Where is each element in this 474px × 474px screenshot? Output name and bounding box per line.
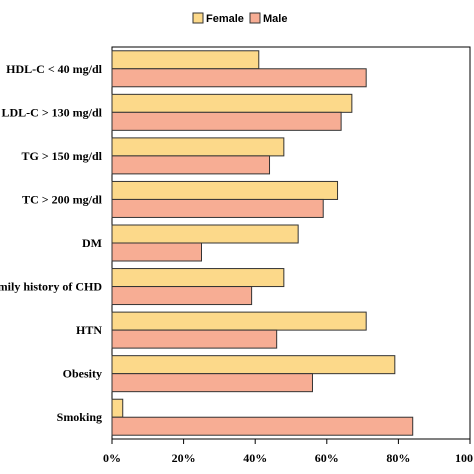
legend-swatch-male (249, 12, 261, 24)
bar-female-family-history-of-chd (111, 268, 285, 288)
x-tick-label-40-percent: 40% (243, 451, 267, 465)
x-tick-label-0-percent: 0% (103, 451, 121, 465)
x-tick-label-20-percent: 20% (172, 451, 196, 465)
bars-group (111, 50, 414, 436)
category-label-ldl-c-130-mg-dl: LDL-C > 130 mg/dl (1, 105, 102, 119)
bar-female-hdl-c-40-mg-dl (111, 50, 260, 70)
bar-female-htn (111, 311, 367, 331)
bar-female-dm (111, 224, 299, 244)
bar-male-hdl-c-40-mg-dl (111, 68, 367, 88)
bar-female-ldl-c-130-mg-dl (111, 93, 353, 113)
category-label-htn: HTN (76, 323, 102, 337)
bar-male-smoking (111, 416, 414, 436)
bar-male-htn (111, 329, 278, 349)
bar-female-obesity (111, 355, 396, 375)
category-labels: HDL-C < 40 mg/dl LDL-C > 130 mg/dl TG > 15… (0, 62, 103, 424)
bar-male-dm (111, 242, 202, 262)
legend: Female Male (192, 12, 287, 25)
legend-label-male: Male (263, 13, 287, 25)
category-label-smoking: Smoking (57, 410, 102, 424)
x-tick-label-100-percent: 100% (455, 451, 474, 465)
bar-male-family-history-of-chd (111, 286, 253, 306)
bar-female-tc-200-mg-dl (111, 180, 339, 200)
x-tick-label-60-percent: 60% (315, 451, 339, 465)
bar-male-obesity (111, 373, 313, 393)
bar-female-tg-150-mg-dl (111, 137, 285, 157)
category-label-tc-200-mg-dl: TC > 200 mg/dl (22, 192, 103, 206)
bar-male-tc-200-mg-dl (111, 198, 324, 218)
category-label-obesity: Obesity (63, 367, 102, 381)
category-label-family-history-of-chd: Family history of CHD (0, 280, 102, 294)
bar-female-smoking (111, 398, 124, 418)
legend-swatch-female (192, 12, 204, 24)
category-label-dm: DM (82, 236, 102, 250)
bar-male-ldl-c-130-mg-dl (111, 111, 342, 131)
category-label-tg-150-mg-dl: TG > 150 mg/dl (21, 149, 102, 163)
x-axis-ticks: 0% 20% 40% 60% 80% 100% (103, 439, 474, 465)
category-label-hdl-c-40-mg-dl: HDL-C < 40 mg/dl (6, 62, 103, 76)
x-tick-label-80-percent: 80% (386, 451, 410, 465)
legend-label-female: Female (206, 13, 244, 25)
bar-male-tg-150-mg-dl (111, 155, 271, 175)
